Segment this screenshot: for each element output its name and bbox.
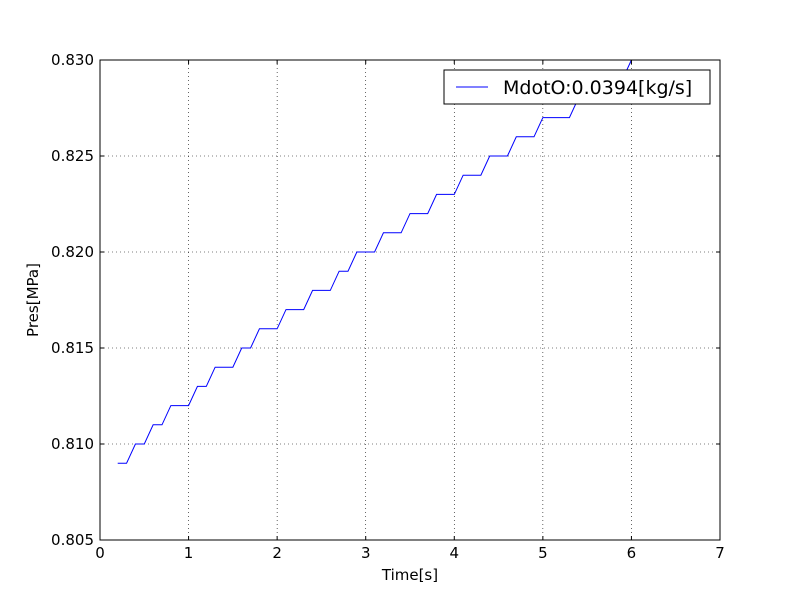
series-layer bbox=[117, 59, 632, 464]
y-tick-label: 0.825 bbox=[51, 147, 94, 165]
y-tick-label: 0.805 bbox=[51, 531, 94, 549]
plot-frame bbox=[99, 59, 721, 541]
x-tick-label: 6 bbox=[627, 544, 637, 562]
y-tick-label: 0.810 bbox=[51, 435, 94, 453]
y-tick-label: 0.815 bbox=[51, 339, 94, 357]
legend: MdotO:0.0394[kg/s] bbox=[443, 69, 711, 105]
x-tick-label: 5 bbox=[538, 544, 548, 562]
series-line bbox=[117, 59, 632, 464]
y-tick-label: 0.820 bbox=[51, 243, 94, 261]
y-tick-label: 0.830 bbox=[51, 51, 94, 69]
x-tick-label: 1 bbox=[184, 544, 194, 562]
x-tick-label: 4 bbox=[450, 544, 460, 562]
x-axis-title: Time[s] bbox=[381, 566, 438, 584]
legend-box bbox=[443, 69, 711, 105]
y-axis-title: Pres[MPa] bbox=[24, 263, 42, 337]
ticks: 0 1 2 3 4 5 6 7 0.805 0.810 0.815 0.820 0.825 0.830 bbox=[51, 51, 725, 562]
x-tick-label: 2 bbox=[272, 544, 282, 562]
legend-label: MdotO:0.0394[kg/s] bbox=[503, 77, 692, 99]
x-tick-label: 3 bbox=[361, 544, 371, 562]
grid bbox=[100, 60, 720, 540]
x-tick-label: 7 bbox=[715, 544, 725, 562]
x-tick-label: 0 bbox=[95, 544, 105, 562]
